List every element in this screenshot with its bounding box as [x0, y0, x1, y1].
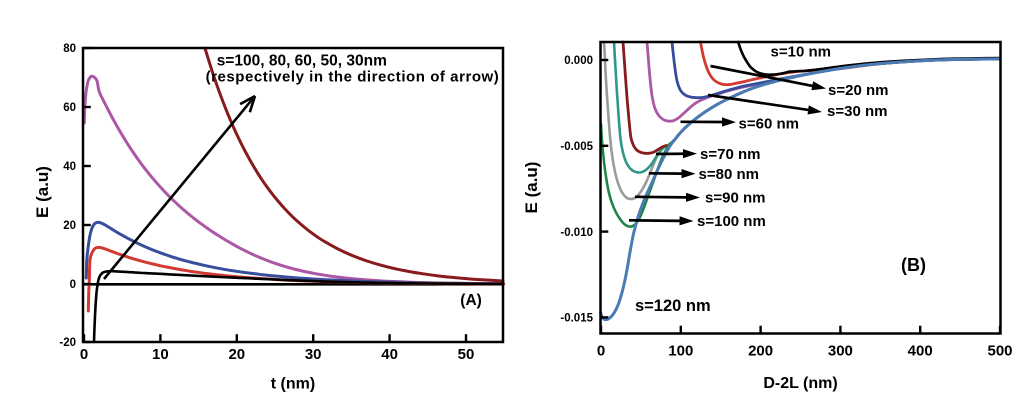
- svg-text:E (a.u): E (a.u): [522, 162, 541, 214]
- svg-text:s=30 nm: s=30 nm: [827, 103, 887, 120]
- svg-text:-0.005: -0.005: [560, 141, 593, 153]
- svg-text:s=90 nm: s=90 nm: [705, 189, 765, 206]
- svg-text:s=80 nm: s=80 nm: [699, 166, 759, 183]
- svg-text:60: 60: [63, 102, 76, 114]
- svg-text:-0.015: -0.015: [560, 313, 593, 325]
- svg-text:s=120 nm: s=120 nm: [635, 297, 711, 315]
- svg-text:D-2L (nm): D-2L (nm): [763, 375, 837, 392]
- svg-text:s=20 nm: s=20 nm: [828, 82, 888, 99]
- svg-text:E (a.u): E (a.u): [33, 166, 52, 218]
- svg-text:50: 50: [458, 346, 475, 363]
- svg-text:0.000: 0.000: [564, 55, 593, 67]
- svg-text:100: 100: [668, 343, 693, 360]
- svg-text:0: 0: [70, 279, 76, 291]
- svg-text:20: 20: [228, 346, 245, 363]
- svg-text:200: 200: [748, 343, 773, 360]
- svg-text:80: 80: [63, 43, 76, 55]
- svg-text:(respectively in the direction: (respectively in the direction of arrow): [206, 69, 500, 86]
- svg-text:t (nm): t (nm): [271, 376, 315, 393]
- svg-text:-0.010: -0.010: [560, 227, 593, 239]
- svg-text:-20: -20: [59, 337, 76, 349]
- svg-text:10: 10: [152, 346, 169, 363]
- svg-text:s=100 nm: s=100 nm: [697, 213, 766, 230]
- svg-text:s=60 nm: s=60 nm: [739, 116, 799, 133]
- svg-text:30: 30: [305, 346, 322, 363]
- svg-text:s=10 nm: s=10 nm: [771, 44, 831, 61]
- svg-text:(A): (A): [460, 292, 482, 309]
- svg-text:0: 0: [597, 343, 605, 360]
- svg-text:s=70 nm: s=70 nm: [700, 146, 760, 163]
- svg-text:40: 40: [381, 346, 398, 363]
- svg-text:40: 40: [63, 161, 76, 173]
- svg-text:300: 300: [828, 343, 853, 360]
- svg-text:20: 20: [63, 220, 76, 232]
- svg-text:0: 0: [80, 346, 88, 363]
- svg-text:(B): (B): [901, 255, 926, 275]
- svg-text:500: 500: [987, 343, 1012, 360]
- svg-text:s=100, 80, 60, 50, 30nm: s=100, 80, 60, 50, 30nm: [217, 52, 387, 69]
- svg-text:400: 400: [908, 343, 933, 360]
